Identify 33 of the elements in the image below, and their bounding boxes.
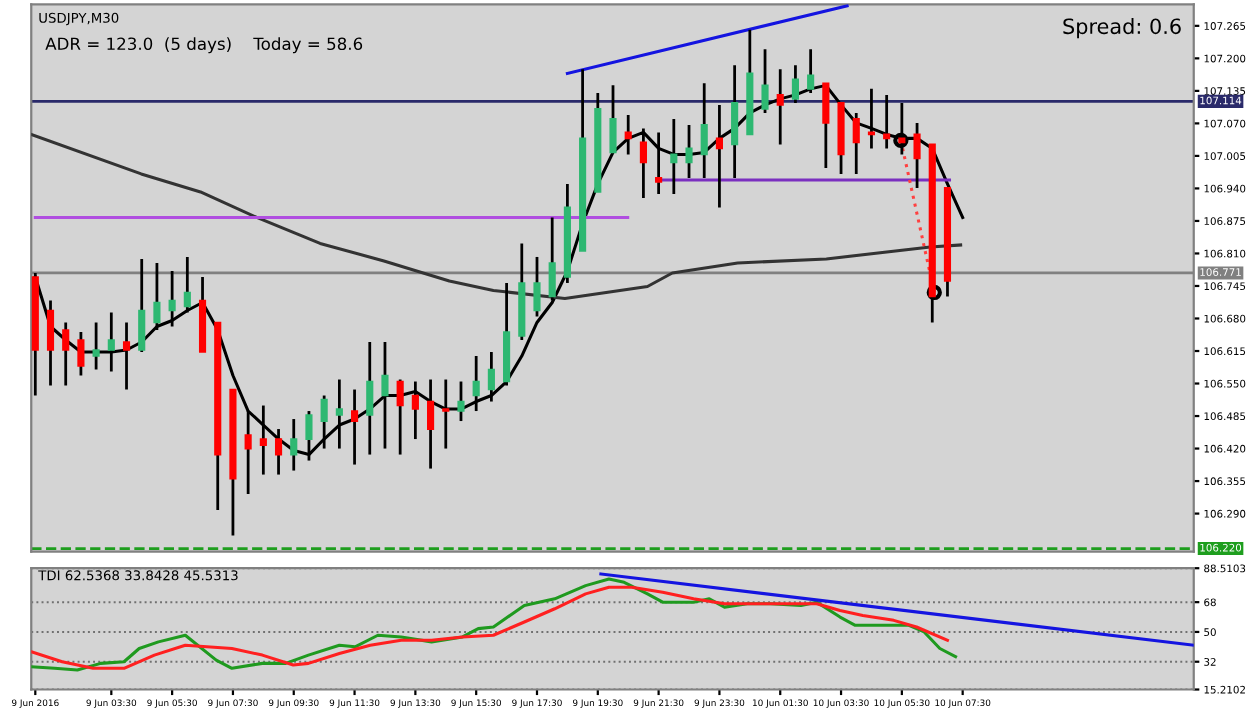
candlestick (472, 354, 480, 413)
candlestick (442, 378, 450, 450)
candlestick (883, 93, 891, 150)
line-series (31, 132, 963, 301)
candlestick (533, 255, 541, 318)
candlestick (46, 299, 55, 387)
annotation: ADR = 123.0 (5 days) Today = 58.6 (45, 37, 363, 54)
candlestick (138, 257, 146, 354)
candlestick (624, 113, 632, 156)
candlestick (411, 380, 419, 441)
candlestick (639, 126, 647, 200)
candlestick (153, 261, 161, 332)
candlestick (335, 378, 343, 450)
candlestick (320, 394, 328, 450)
annotation: Spread: 0.6 (1063, 18, 1181, 39)
candlestick (77, 330, 85, 377)
candlestick (898, 101, 906, 156)
candlestick (685, 123, 693, 180)
candlestick (913, 121, 921, 190)
candlestick (487, 350, 495, 403)
candlestick (655, 131, 663, 196)
candlestick (457, 380, 465, 423)
candlestick (670, 117, 678, 196)
candlestick (548, 216, 556, 302)
candlestick (183, 255, 191, 314)
candlestick (381, 340, 389, 450)
candlestick (122, 321, 131, 391)
candlestick (62, 321, 70, 387)
candlestick (715, 103, 723, 209)
candlestick (168, 269, 176, 328)
candlestick (107, 311, 115, 373)
candlestick (92, 321, 100, 371)
candlestick (852, 111, 860, 176)
